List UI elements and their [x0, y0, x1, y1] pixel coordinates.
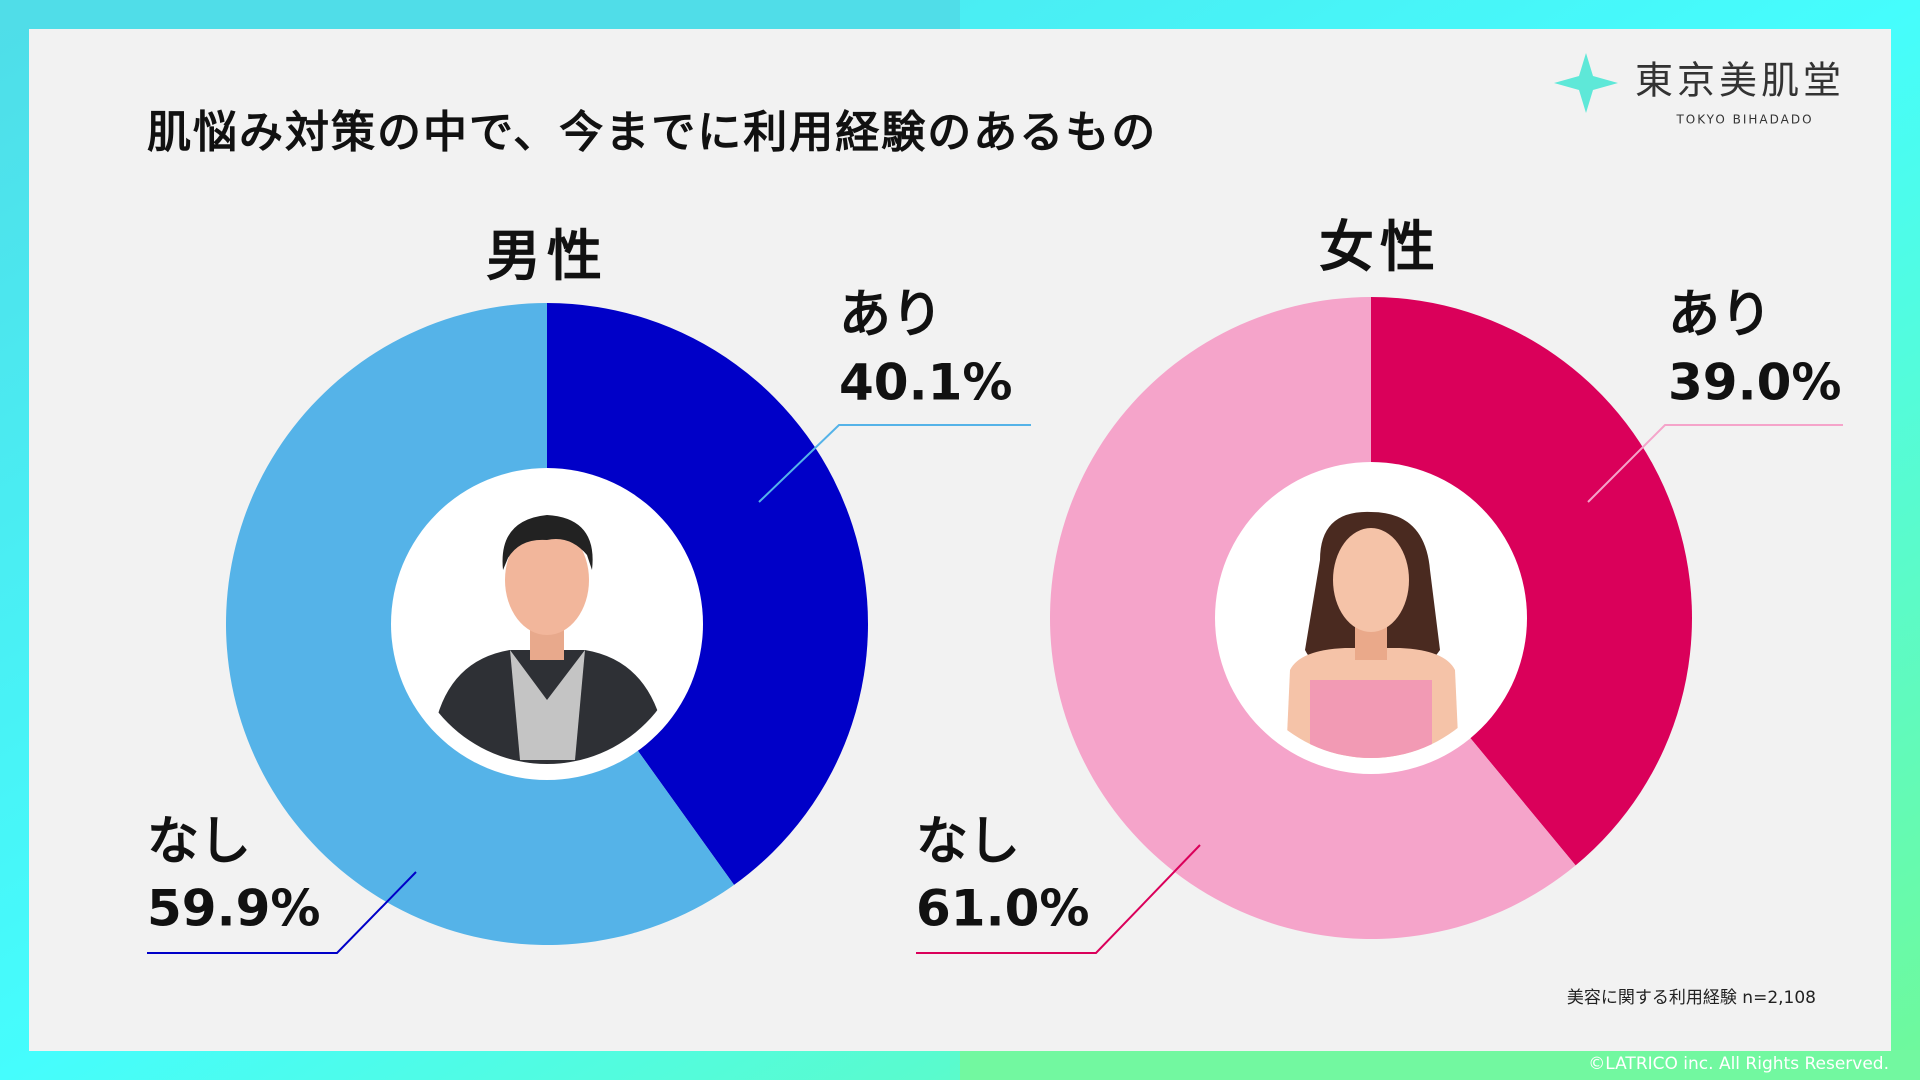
value-label: 39.0% [1668, 354, 1841, 412]
pie-slice [547, 303, 868, 885]
logo-name: 東京美肌堂 [1635, 59, 1845, 103]
male-avatar [435, 515, 662, 764]
logo-mark [1554, 53, 1618, 113]
category-label: なし [147, 812, 251, 872]
frame-band [960, 1050, 1920, 1080]
female-avatar [1285, 511, 1460, 758]
pie-slice [1371, 297, 1692, 866]
category-label: あり [839, 285, 943, 345]
note: 美容に関する利用経験 n=2,108 [1567, 988, 1816, 1008]
value-label: 61.0% [916, 880, 1089, 938]
frame-band [0, 0, 960, 30]
avatars [435, 511, 1460, 764]
value-label: 59.9% [147, 880, 320, 938]
leader-line [1587, 424, 1843, 503]
logo-subtitle: TOKYO BIHADADO [1675, 113, 1813, 127]
leader-line [916, 844, 1201, 954]
category-label: あり [1668, 285, 1772, 345]
leader-line [758, 424, 1031, 503]
leader-line [147, 871, 417, 954]
chart-title: 男性 [486, 224, 608, 288]
page-title: 肌悩み対策の中で、今までに利用経験のあるもの [147, 107, 1157, 158]
value-label: 40.1% [839, 354, 1012, 412]
category-label: なし [916, 812, 1020, 872]
chart-title: 女性 [1319, 215, 1441, 279]
copyright: ©LATRICO inc. All Rights Reserved. [1588, 1054, 1889, 1074]
